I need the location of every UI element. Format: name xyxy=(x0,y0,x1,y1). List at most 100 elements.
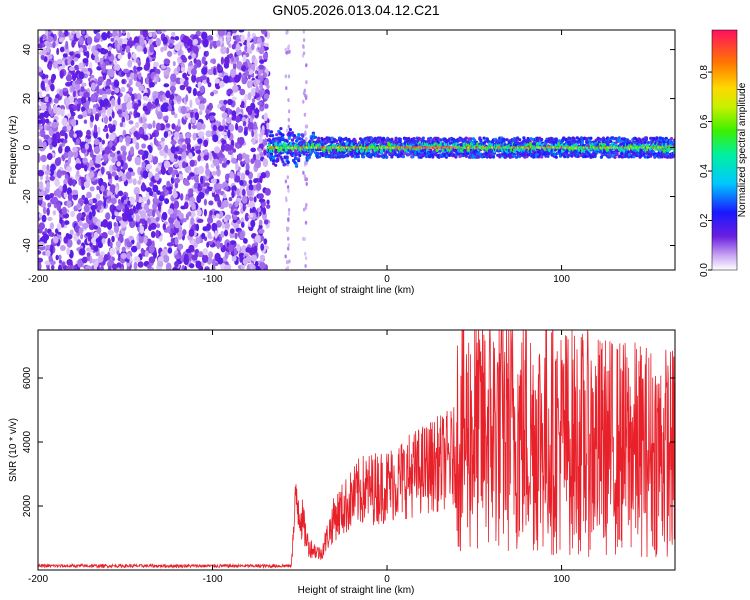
spectrogram-cell xyxy=(81,30,86,35)
spectrogram-cell xyxy=(304,130,307,135)
spectrogram-cell xyxy=(240,245,248,254)
spectrogram-cell xyxy=(43,56,48,63)
spectrogram-cell xyxy=(97,242,103,249)
spectrogram-cell xyxy=(262,158,269,168)
spectrogram-cell xyxy=(188,244,195,252)
spectrogram-cell xyxy=(76,30,80,39)
spectrogram-cell xyxy=(55,39,59,47)
spectrogram-cell xyxy=(110,90,115,96)
spectrogram-cell xyxy=(52,210,57,216)
spectrogram-cell xyxy=(224,56,230,65)
spectrogram-cell xyxy=(228,244,234,252)
spectrogram-cell xyxy=(201,67,208,75)
spectrogram-cell xyxy=(51,196,59,204)
spectrogram-cell xyxy=(65,233,70,238)
spectrogram-cell xyxy=(183,80,189,88)
spectrogram-cell xyxy=(218,157,223,165)
spectrogram-cell xyxy=(245,247,251,253)
spectrogram-cell xyxy=(303,174,306,179)
spectrogram-cell xyxy=(154,97,160,106)
spectrogram-cell xyxy=(251,73,255,78)
spectrogram-cell xyxy=(216,63,221,71)
spectrogram-cell xyxy=(305,182,308,186)
spectrogram-cell xyxy=(40,54,45,61)
spectrogram-cell xyxy=(143,47,147,55)
spectrogram-cell xyxy=(71,118,77,127)
spectrogram-cell xyxy=(50,75,55,84)
spectrogram-cell xyxy=(173,177,180,184)
spectrogram-cell xyxy=(534,153,539,157)
spectrogram-cell xyxy=(169,153,175,162)
spectrogram-cell xyxy=(200,151,205,158)
spectrogram-cell xyxy=(102,73,106,81)
spectrogram-cell xyxy=(247,92,252,101)
spectrogram-cell xyxy=(232,84,239,93)
spectrogram-cell xyxy=(142,170,149,179)
spectrogram-cell xyxy=(103,115,109,124)
spectrogram-cell xyxy=(39,90,43,99)
spectrogram-cell xyxy=(285,128,289,133)
spectrogram-cell xyxy=(201,254,209,264)
spectrogram-cell xyxy=(46,44,50,53)
spectrogram-cell xyxy=(276,157,280,161)
spectrogram-cell xyxy=(165,262,172,270)
spectrogram-cell xyxy=(402,152,407,156)
spectrogram-cell xyxy=(223,229,229,237)
spectrogram-cell xyxy=(174,236,179,246)
spectrogram-cell xyxy=(101,112,106,118)
spectrogram-cell xyxy=(258,55,263,60)
spectrogram-cell xyxy=(353,139,357,143)
spectrogram-cell xyxy=(234,175,241,183)
spectrogram-cell xyxy=(92,225,99,230)
spectrogram-cell xyxy=(231,157,237,164)
spectrogram-cell xyxy=(192,88,197,97)
spectrogram-cell xyxy=(119,136,123,143)
spectrogram-cell xyxy=(266,84,270,90)
spectrogram-cell xyxy=(262,72,268,78)
spectrogram-cell xyxy=(96,84,100,92)
spectrogram-cell xyxy=(80,176,84,186)
spectrogram-cell xyxy=(394,136,398,140)
spectrogram-cell xyxy=(226,88,233,95)
spectrogram-cell xyxy=(205,113,209,121)
spectrogram-cell xyxy=(111,263,118,270)
spectrogram-cell xyxy=(236,49,242,56)
spectrogram-cell xyxy=(173,200,180,209)
spectrogram-cell xyxy=(74,80,81,85)
spectrogram-cell xyxy=(76,169,80,177)
spectrogram-cell xyxy=(109,139,113,148)
spectrogram-cell xyxy=(107,173,112,180)
spectrogram-cell xyxy=(138,126,144,135)
spectrogram-cell xyxy=(216,240,221,249)
spectrogram-cell xyxy=(83,181,91,188)
spectrogram-cell xyxy=(120,196,125,204)
spectrogram-cell xyxy=(259,261,266,270)
spectrogram-cell xyxy=(106,30,111,39)
spectrogram-cell xyxy=(90,82,96,91)
spectrogram-cell xyxy=(460,137,464,142)
spectrogram-cell xyxy=(292,134,297,138)
spectrogram-cell xyxy=(133,102,139,111)
spectrogram-cell xyxy=(235,115,241,123)
spectrogram-cell xyxy=(128,235,134,241)
spectrogram-cell xyxy=(518,138,522,142)
spectrogram-cell xyxy=(263,238,268,245)
spectrogram-cell xyxy=(159,94,163,102)
spectrogram-cell xyxy=(143,235,148,245)
spectrogram-cell xyxy=(71,39,75,48)
spectrogram-cell xyxy=(141,182,146,191)
spectrogram-cell xyxy=(259,59,265,64)
spectrogram-cell xyxy=(40,154,47,163)
spectrogram-cell xyxy=(479,138,483,142)
spectrogram-cell xyxy=(255,93,260,98)
spectrogram-cell xyxy=(120,223,127,228)
spectrogram-cell xyxy=(254,260,259,268)
spectrogram-cell xyxy=(56,222,62,231)
spectrogram-cell xyxy=(107,50,112,57)
spectrogram-cell xyxy=(168,42,173,48)
spectrogram-cell xyxy=(131,52,137,60)
spectrogram-cell xyxy=(44,194,51,201)
spectrogram-cell xyxy=(127,51,131,60)
spectrogram-cell xyxy=(158,195,165,202)
spectrogram-cell xyxy=(184,265,188,270)
